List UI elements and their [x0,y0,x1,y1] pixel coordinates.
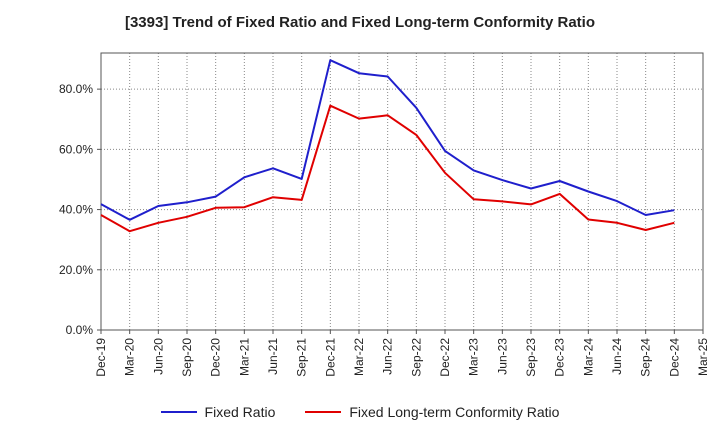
x-tick-label: Jun-20 [151,338,165,375]
y-axis-ticks: 0.0% 20.0% 40.0% 60.0% 80.0% [59,82,101,337]
series-line-fixed-ratio [100,59,675,221]
legend-swatch-fixed-long-term-conformity-ratio [305,411,342,413]
plot-frame [100,52,704,331]
x-tick-label: Sep-23 [524,338,538,377]
x-tick-label: Sep-22 [409,338,423,377]
x-tick-label: Dec-22 [438,338,452,377]
x-tick-label: Sep-21 [295,338,309,377]
legend-item-fixed-ratio: Fixed Ratio [160,404,276,420]
grid [101,53,703,330]
x-tick-label: Mar-25 [696,338,710,376]
series-lines [100,59,675,233]
legend-label-fixed-ratio: Fixed Ratio [204,404,276,420]
x-tick-label: Dec-20 [209,338,223,377]
series-line-fixed-long-term-conformity-ratio [100,104,675,233]
legend-item-fixed-long-term-conformity-ratio: Fixed Long-term Conformity Ratio [305,404,559,420]
y-tick-label: 0.0% [66,323,94,337]
x-tick-label: Dec-21 [323,338,337,377]
x-tick-label: Mar-20 [123,338,137,376]
y-tick-label: 20.0% [59,263,93,277]
x-tick-label: Jun-22 [381,338,395,375]
x-tick-label: Mar-24 [581,338,595,376]
x-tick-label: Dec-19 [94,338,108,377]
x-tick-label: Mar-23 [467,338,481,376]
x-tick-label: Sep-24 [639,338,653,377]
x-tick-label: Mar-21 [237,338,251,376]
legend-swatch-fixed-ratio [160,411,197,413]
x-tick-label: Jun-21 [266,338,280,375]
x-tick-label: Dec-23 [553,338,567,377]
legend: Fixed Ratio Fixed Long-term Conformity R… [0,404,720,420]
legend-label-fixed-long-term-conformity-ratio: Fixed Long-term Conformity Ratio [349,404,560,420]
x-tick-label: Dec-24 [667,338,681,377]
y-tick-label: 80.0% [59,82,93,96]
x-axis-ticks: Dec-19 Mar-20 Jun-20 Sep-20 Dec-20 Mar-21 Jun-… [94,330,710,377]
x-tick-label: Mar-22 [352,338,366,376]
y-tick-label: 60.0% [59,142,93,156]
y-tick-label: 40.0% [59,203,93,217]
x-tick-label: Jun-23 [495,338,509,375]
chart-title: [3393] Trend of Fixed Ratio and Fixed Lo… [124,14,596,31]
x-tick-label: Sep-20 [180,338,194,377]
x-tick-label: Jun-24 [610,338,624,375]
axes [100,52,704,331]
